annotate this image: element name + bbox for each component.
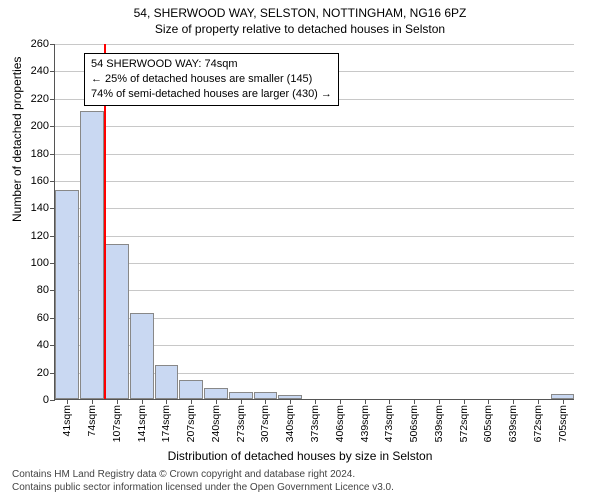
footer-line-2: Contains public sector information licen… <box>12 481 394 494</box>
x-tick <box>513 399 514 404</box>
x-tick-label: 107sqm <box>111 405 123 442</box>
gridline <box>55 290 574 291</box>
y-tick <box>50 400 55 401</box>
x-tick <box>142 399 143 404</box>
y-tick <box>50 181 55 182</box>
gridline <box>55 154 574 155</box>
x-tick-label: 74sqm <box>86 405 98 437</box>
x-tick <box>439 399 440 404</box>
x-tick-label: 141sqm <box>136 405 148 442</box>
y-tick <box>50 208 55 209</box>
x-tick-label: 605sqm <box>482 405 494 442</box>
chart-subtitle: Size of property relative to detached ho… <box>0 22 600 36</box>
x-tick <box>538 399 539 404</box>
x-tick <box>67 399 68 404</box>
histogram-bar <box>80 111 104 399</box>
x-tick-label: 207sqm <box>185 405 197 442</box>
y-tick <box>50 154 55 155</box>
x-tick-label: 672sqm <box>532 405 544 442</box>
gridline <box>55 44 574 45</box>
y-tick-label: 260 <box>31 38 49 50</box>
footer-attribution: Contains HM Land Registry data © Crown c… <box>12 468 394 494</box>
histogram-bar <box>254 392 278 399</box>
x-tick-label: 307sqm <box>259 405 271 442</box>
histogram-bar <box>55 190 79 399</box>
x-tick <box>117 399 118 404</box>
gridline <box>55 208 574 209</box>
x-axis-label: Distribution of detached houses by size … <box>0 449 600 463</box>
y-tick-label: 60 <box>37 312 49 324</box>
y-tick <box>50 345 55 346</box>
x-tick-label: 340sqm <box>284 405 296 442</box>
x-tick-label: 273sqm <box>235 405 247 442</box>
x-tick-label: 506sqm <box>408 405 420 442</box>
y-tick-label: 220 <box>31 93 49 105</box>
y-tick <box>50 373 55 374</box>
x-tick <box>216 399 217 404</box>
x-tick-label: 639sqm <box>507 405 519 442</box>
title-block: 54, SHERWOOD WAY, SELSTON, NOTTINGHAM, N… <box>0 0 600 36</box>
x-tick-label: 539sqm <box>433 405 445 442</box>
x-tick-label: 240sqm <box>210 405 222 442</box>
y-tick-label: 200 <box>31 120 49 132</box>
histogram-bar <box>105 244 129 399</box>
footer-line-1: Contains HM Land Registry data © Crown c… <box>12 468 394 481</box>
y-tick-label: 160 <box>31 175 49 187</box>
x-tick <box>241 399 242 404</box>
y-tick-label: 100 <box>31 257 49 269</box>
x-tick <box>365 399 366 404</box>
y-tick-label: 180 <box>31 148 49 160</box>
x-tick <box>464 399 465 404</box>
x-tick <box>166 399 167 404</box>
x-tick <box>191 399 192 404</box>
y-tick-label: 40 <box>37 339 49 351</box>
x-tick <box>92 399 93 404</box>
gridline <box>55 263 574 264</box>
x-tick-label: 473sqm <box>383 405 395 442</box>
x-tick-label: 705sqm <box>557 405 569 442</box>
x-tick <box>389 399 390 404</box>
x-tick-label: 406sqm <box>334 405 346 442</box>
histogram-bar <box>229 392 253 399</box>
x-tick <box>488 399 489 404</box>
y-tick-label: 0 <box>43 394 49 406</box>
y-tick-label: 140 <box>31 202 49 214</box>
annotation-line-1: 54 SHERWOOD WAY: 74sqm <box>91 57 332 72</box>
histogram-bar <box>155 365 179 399</box>
y-tick <box>50 236 55 237</box>
x-tick-label: 373sqm <box>309 405 321 442</box>
annotation-line-2: ← 25% of detached houses are smaller (14… <box>91 72 332 87</box>
histogram-bar <box>130 313 154 399</box>
x-tick-label: 174sqm <box>160 405 172 442</box>
histogram-bar <box>204 388 228 399</box>
x-tick <box>290 399 291 404</box>
y-tick <box>50 126 55 127</box>
x-tick-label: 41sqm <box>61 405 73 437</box>
y-tick <box>50 263 55 264</box>
y-tick-label: 20 <box>37 367 49 379</box>
y-tick <box>50 71 55 72</box>
y-axis-label: Number of detached properties <box>10 57 24 222</box>
y-tick <box>50 99 55 100</box>
x-tick <box>340 399 341 404</box>
chart-title: 54, SHERWOOD WAY, SELSTON, NOTTINGHAM, N… <box>0 6 600 20</box>
y-tick <box>50 44 55 45</box>
x-tick <box>563 399 564 404</box>
x-tick <box>414 399 415 404</box>
x-tick <box>315 399 316 404</box>
x-tick <box>265 399 266 404</box>
gridline <box>55 181 574 182</box>
histogram-bar <box>179 380 203 399</box>
annotation-line-3: 74% of semi-detached houses are larger (… <box>91 87 332 102</box>
annotation-box: 54 SHERWOOD WAY: 74sqm ← 25% of detached… <box>84 53 339 106</box>
y-tick-label: 240 <box>31 65 49 77</box>
y-tick-label: 120 <box>31 230 49 242</box>
gridline <box>55 126 574 127</box>
y-tick <box>50 290 55 291</box>
x-tick-label: 572sqm <box>458 405 470 442</box>
gridline <box>55 236 574 237</box>
y-tick-label: 80 <box>37 284 49 296</box>
y-tick <box>50 318 55 319</box>
x-tick-label: 439sqm <box>359 405 371 442</box>
